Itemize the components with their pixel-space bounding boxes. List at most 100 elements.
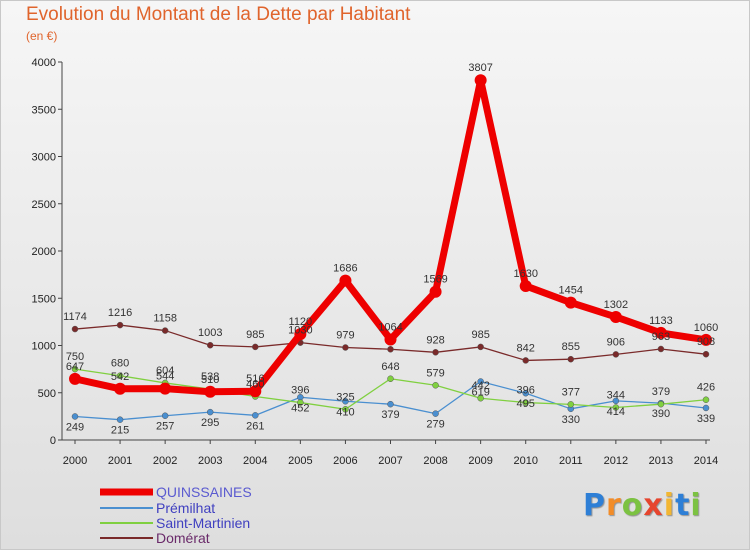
data-label: 979 [336,329,354,341]
data-label: 928 [426,334,444,346]
data-label: 842 [517,342,535,354]
y-tick-label: 0 [50,435,56,447]
data-point [116,416,124,423]
x-tick-label: 2014 [694,455,718,467]
data-point [609,310,622,323]
legend-label: Domérat [156,530,210,546]
logo-letter: x [643,488,664,523]
data-label: 426 [697,382,715,394]
data-label: 410 [336,406,354,418]
data-label: 1216 [108,307,132,319]
x-tick-label: 2010 [513,455,537,467]
data-point [702,404,710,412]
data-point [161,327,169,334]
data-point [702,350,710,358]
data-point [522,357,529,364]
y-tick-label: 2500 [32,199,56,211]
data-label: 257 [156,421,174,433]
data-label: 377 [562,386,580,398]
data-label: 647 [66,361,84,373]
data-label: 648 [381,361,399,373]
data-point [71,325,79,333]
data-label: 396 [517,385,535,397]
data-label: 510 [201,374,219,386]
data-label: 344 [607,389,625,401]
y-tick-label: 3500 [32,104,56,116]
logo-letter: i [690,488,702,523]
data-label: 1174 [63,311,87,323]
logo-letter: r [606,488,622,523]
data-label: 750 [66,351,84,363]
y-tick-label: 2000 [32,246,56,258]
data-label: 908 [697,336,715,348]
data-point [71,365,79,373]
data-point [249,385,262,398]
data-label: 542 [111,371,129,383]
x-tick-label: 2001 [108,455,132,467]
x-tick-label: 2000 [63,455,87,467]
data-label: 1569 [423,274,447,286]
data-label: 249 [66,421,84,433]
data-label: 604 [156,365,174,377]
data-point [477,378,484,385]
data-label: 579 [426,367,444,379]
data-point [342,344,349,351]
data-label: 295 [201,417,219,429]
data-label: 414 [607,406,625,418]
data-point [252,343,259,351]
data-point [387,346,394,353]
data-point [522,399,529,406]
data-point [206,408,214,416]
data-label: 442 [471,380,489,392]
data-point [69,372,81,385]
data-label: 460 [246,379,264,391]
logo-letter: o [621,488,644,523]
chart-series: 647 542 544 510 516 1120 1686 1064 1569 3807 1630 1… [63,62,718,436]
data-label: 906 [607,336,625,348]
data-point [432,349,439,356]
data-point [432,382,439,389]
data-point [161,412,169,419]
data-point [564,296,577,309]
data-label: 516 [246,373,264,385]
data-label: 3807 [468,62,492,74]
data-point [477,343,484,351]
data-point [294,328,307,341]
legend-label: Prémilhat [156,500,215,516]
data-label: 1120 [289,316,313,328]
data-label: 855 [562,341,580,353]
data-point [384,333,397,346]
data-point [342,398,349,405]
data-label: 452 [291,402,309,414]
data-label: 619 [471,387,489,399]
data-point [116,372,124,379]
x-tick-label: 2006 [333,455,357,467]
data-label: 261 [246,420,264,432]
data-point [567,401,575,408]
data-point [612,397,620,405]
data-point [477,394,484,402]
data-label: 215 [111,425,129,437]
logo-letter: i [663,488,676,523]
x-tick-label: 2009 [468,455,492,467]
chart-title: Evolution du Montant de la Dette par Hab… [26,4,411,25]
data-label: 1064 [378,321,402,333]
chart-axes: 0 500 1000 1500 2000 2500 3000 3500 4000 2000 2001… [32,57,719,467]
data-point [339,274,352,287]
data-point [387,400,394,408]
data-label: 379 [652,386,670,398]
data-label: 1003 [198,327,222,339]
data-label: 379 [381,409,399,421]
data-point [519,279,532,292]
data-point [522,389,529,397]
logo-letter: P [583,488,606,523]
x-tick-label: 2013 [649,455,673,467]
data-point [567,355,575,363]
data-point [612,351,620,358]
data-label: 538 [201,371,219,383]
data-label: 1454 [559,285,583,297]
legend-label: QUINSSAINES [156,484,252,500]
data-point [206,341,214,349]
chart-legend: QUINSSAINESPrémilhatSaint-MartinienDomér… [100,484,252,546]
